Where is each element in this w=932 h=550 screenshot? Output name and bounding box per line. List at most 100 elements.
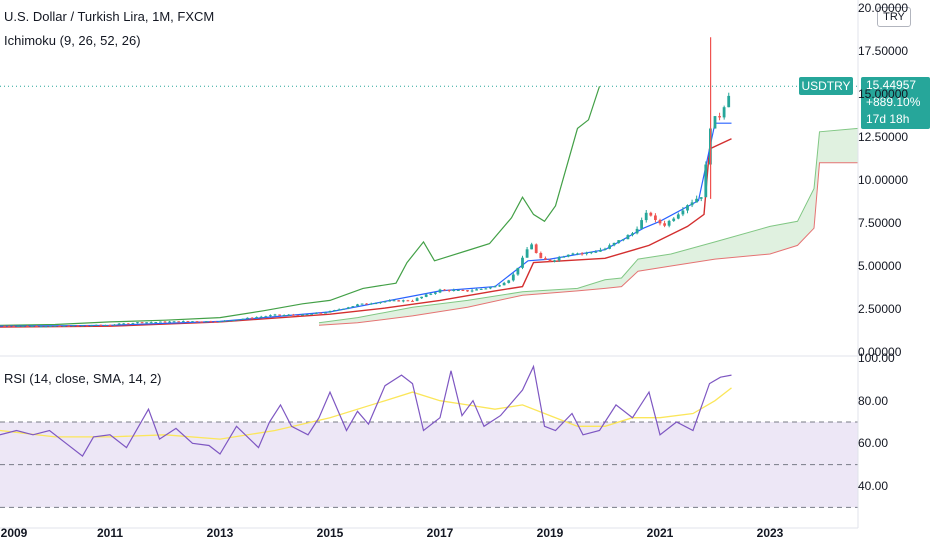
- time-tick-label: 2021: [646, 526, 674, 540]
- price-tick-label: 10.00000: [858, 173, 909, 187]
- candle-body: [186, 321, 190, 323]
- price-tick-label: 12.50000: [858, 130, 909, 144]
- candle-body: [122, 323, 126, 325]
- ichimoku-cloud: [318, 127, 859, 326]
- price-tick-label: 2.50000: [858, 302, 902, 316]
- price-tick-label: 0.00000: [858, 345, 902, 359]
- candle-body: [713, 116, 717, 129]
- candle-body: [626, 235, 630, 240]
- candle-body: [282, 315, 286, 316]
- candle-body: [39, 326, 43, 328]
- candle-body: [447, 290, 451, 291]
- candle-body: [314, 312, 318, 314]
- candle-body: [269, 315, 272, 317]
- price-change: +889.10%: [866, 95, 921, 109]
- candle-body: [635, 228, 639, 234]
- candle-body: [392, 300, 396, 302]
- candle-body: [608, 245, 611, 249]
- candle-body: [498, 285, 501, 287]
- candle-body: [644, 212, 648, 221]
- candle-body: [507, 280, 511, 283]
- candle-body: [113, 324, 116, 326]
- candle-body: [461, 290, 465, 291]
- candle-body: [525, 249, 529, 258]
- candle-body: [319, 312, 323, 314]
- candle-body: [649, 212, 653, 216]
- candle-body: [85, 325, 89, 327]
- candle-body: [337, 309, 341, 311]
- candle-body: [617, 240, 621, 243]
- candle-body: [722, 107, 726, 118]
- candle-body: [117, 323, 121, 325]
- candle-body: [557, 257, 561, 261]
- candle-body: [58, 325, 61, 327]
- candle-body: [333, 310, 336, 312]
- candle-body: [76, 325, 80, 327]
- ichimoku-lines: [0, 85, 858, 328]
- candle-body: [209, 321, 213, 323]
- candle-body: [603, 248, 607, 250]
- candle-body: [401, 300, 405, 302]
- candle-body: [640, 220, 643, 229]
- price-tick-label: 15.00000: [858, 87, 909, 101]
- candle-body: [250, 317, 254, 319]
- price-tick-label: 5.00000: [858, 259, 902, 273]
- candle-body: [264, 316, 268, 318]
- candle-body: [566, 254, 570, 257]
- rsi-sma-line: [0, 387, 732, 440]
- candle-body: [369, 303, 373, 305]
- candle-body: [241, 318, 245, 320]
- candle-body: [452, 290, 456, 291]
- candle-body: [695, 198, 698, 203]
- tenkan-sen-line: [0, 122, 732, 327]
- candle-body: [521, 257, 524, 268]
- last-price: 15.44957: [866, 78, 917, 92]
- candle-body: [346, 307, 350, 309]
- candle-body: [589, 252, 593, 254]
- candle-body: [727, 95, 731, 108]
- candle-body: [388, 300, 391, 302]
- candle-body: [672, 218, 676, 221]
- candle-body: [470, 290, 474, 292]
- candle-body: [365, 303, 368, 305]
- candle-body: [140, 322, 144, 324]
- candle-body: [374, 303, 378, 305]
- candle-body: [223, 320, 226, 322]
- currency-button[interactable]: TRY: [877, 7, 911, 27]
- candle-body: [553, 260, 556, 262]
- candlesticks: [3, 37, 731, 328]
- rsi-tick-label: 40.00: [858, 479, 889, 493]
- candle-body: [236, 319, 240, 321]
- time-tick-label: 2023: [756, 526, 784, 540]
- candle-body: [81, 325, 84, 327]
- candle-body: [411, 300, 414, 302]
- candle-body: [291, 314, 295, 316]
- candle-body: [296, 315, 300, 317]
- price-tick-label: 20.00000: [858, 1, 909, 15]
- candle-body: [195, 321, 199, 323]
- time-tick-label: 2019: [536, 526, 564, 540]
- candle-body: [301, 314, 304, 316]
- candle-body: [168, 321, 171, 323]
- ichimoku-indicator-label[interactable]: Ichimoku (9, 26, 52, 26): [4, 33, 141, 48]
- candle-body: [108, 325, 112, 326]
- candle-body: [30, 326, 34, 327]
- candle-body: [493, 286, 497, 288]
- candle-body: [21, 325, 25, 327]
- candle-body: [516, 267, 520, 275]
- candle-body: [420, 296, 423, 299]
- rsi-indicator-label[interactable]: RSI (14, close, SMA, 14, 2): [4, 371, 162, 386]
- candle-body: [278, 314, 281, 316]
- candle-body: [397, 300, 401, 302]
- candle-body: [16, 326, 20, 327]
- candle-body: [690, 202, 694, 206]
- candle-body: [351, 306, 355, 308]
- candle-body: [200, 321, 203, 323]
- candle-body: [383, 301, 387, 303]
- candle-body: [204, 321, 208, 323]
- candle-body: [259, 316, 263, 318]
- candle-body: [232, 320, 236, 322]
- candle-body: [415, 298, 419, 301]
- candle-body: [163, 321, 167, 323]
